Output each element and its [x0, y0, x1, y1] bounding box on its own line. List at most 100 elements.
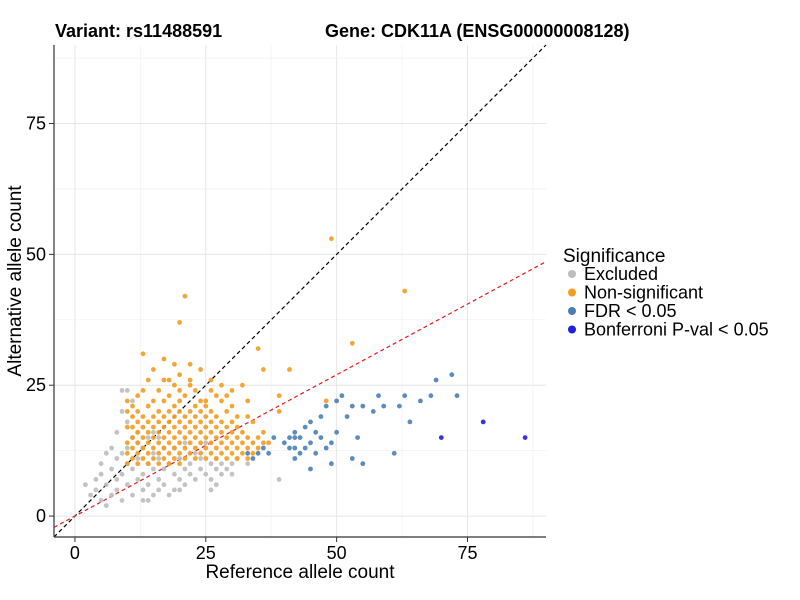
- data-point: [245, 450, 251, 456]
- x-tick-label: 0: [70, 543, 80, 563]
- data-point: [234, 435, 240, 440]
- data-point: [161, 466, 167, 472]
- data-point: [192, 450, 198, 456]
- data-point: [182, 445, 188, 451]
- grid-lines: [54, 45, 546, 537]
- data-point: [192, 445, 198, 451]
- data-point: [135, 429, 141, 435]
- data-point: [198, 398, 204, 404]
- legend-key: [568, 307, 576, 315]
- data-point: [114, 456, 120, 461]
- data-point: [198, 409, 204, 414]
- data-point: [187, 419, 193, 425]
- legend-label: Non-significant: [584, 283, 703, 303]
- data-point: [203, 440, 209, 446]
- data-point: [344, 414, 350, 419]
- data-point: [172, 456, 177, 461]
- data-point: [145, 403, 151, 409]
- data-point: [261, 367, 266, 372]
- data-point: [161, 435, 167, 440]
- data-point: [266, 450, 271, 456]
- data-point: [349, 403, 355, 409]
- data-point: [161, 414, 167, 419]
- data-point: [203, 445, 209, 451]
- x-tick-label: 75: [457, 543, 477, 563]
- data-point: [276, 393, 282, 399]
- data-point: [522, 435, 528, 440]
- data-point: [166, 419, 172, 425]
- data-point: [208, 409, 214, 414]
- data-point: [98, 498, 104, 503]
- data-point: [266, 440, 271, 446]
- data-point: [177, 409, 183, 414]
- data-point: [391, 450, 397, 456]
- data-point: [156, 477, 162, 482]
- data-point: [407, 419, 413, 425]
- data-point: [130, 492, 135, 498]
- data-point: [177, 429, 183, 435]
- data-point: [433, 377, 439, 383]
- data-point: [151, 367, 156, 372]
- data-point: [135, 461, 141, 467]
- data-point: [177, 450, 183, 456]
- data-point: [229, 450, 235, 456]
- data-point: [428, 393, 434, 399]
- data-point: [334, 398, 339, 404]
- data-point: [250, 450, 256, 456]
- data-point: [177, 487, 183, 493]
- data-point: [172, 471, 177, 477]
- data-point: [140, 414, 146, 419]
- data-point: [161, 377, 167, 383]
- data-point: [151, 466, 156, 472]
- data-point: [172, 445, 177, 451]
- legend-key: [568, 270, 576, 278]
- y-axis-label: Alternative allele count: [5, 185, 26, 377]
- data-point: [418, 398, 423, 404]
- data-point: [229, 403, 235, 409]
- data-point: [177, 320, 183, 325]
- data-point: [276, 477, 282, 482]
- data-point: [187, 461, 193, 467]
- data-point: [140, 424, 146, 430]
- data-point: [360, 403, 366, 409]
- data-point: [187, 429, 193, 435]
- data-point: [124, 398, 130, 404]
- data-point: [166, 492, 172, 498]
- data-point: [177, 419, 183, 425]
- data-point: [140, 435, 146, 440]
- data-point: [119, 498, 125, 503]
- data-point: [135, 409, 141, 414]
- data-point: [156, 487, 162, 493]
- data-point: [145, 461, 151, 467]
- data-point: [130, 456, 135, 461]
- data-point: [161, 445, 167, 451]
- data-point: [454, 393, 460, 399]
- data-point: [156, 429, 162, 435]
- data-point: [109, 492, 114, 498]
- data-point: [172, 382, 177, 388]
- data-point: [308, 419, 313, 425]
- series-excluded: [83, 388, 282, 508]
- data-point: [145, 498, 151, 503]
- data-point: [203, 435, 209, 440]
- data-point: [124, 409, 130, 414]
- data-point: [219, 398, 224, 404]
- data-point: [140, 445, 146, 451]
- data-point: [198, 466, 204, 472]
- legend-key: [568, 288, 576, 297]
- data-point: [151, 456, 156, 461]
- data-point: [219, 471, 224, 477]
- data-point: [151, 398, 156, 404]
- data-point: [329, 461, 334, 467]
- data-point: [151, 492, 156, 498]
- data-point: [135, 440, 141, 446]
- data-point: [219, 450, 224, 456]
- data-point: [124, 388, 130, 393]
- data-point: [145, 440, 151, 446]
- data-point: [203, 398, 209, 404]
- data-point: [208, 440, 214, 446]
- data-point: [402, 288, 408, 294]
- y-tick-label: 0: [36, 506, 46, 526]
- data-point: [208, 461, 214, 467]
